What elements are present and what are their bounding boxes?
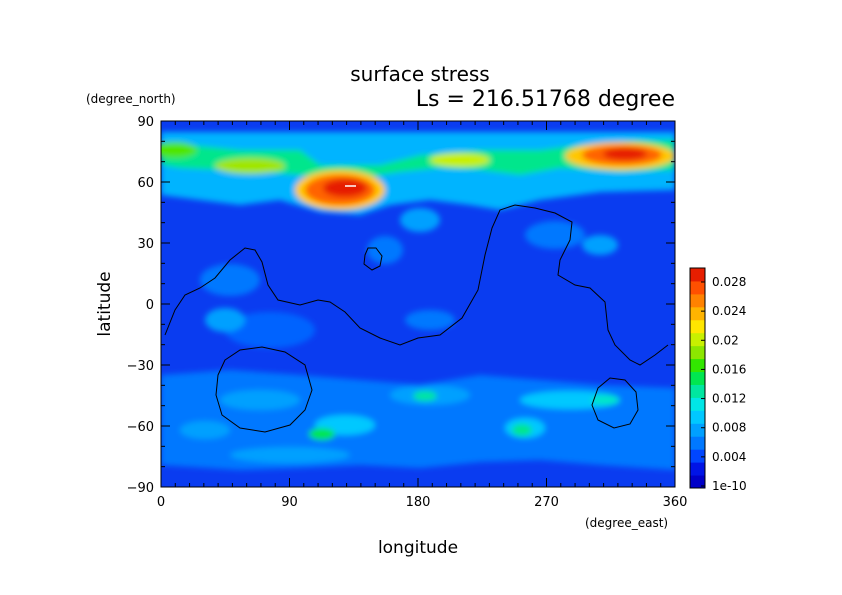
colorbar-label: 0.012 bbox=[712, 392, 746, 406]
colorbar-swatch bbox=[690, 449, 705, 463]
colorbar-swatch bbox=[690, 319, 705, 334]
colorbar-swatch bbox=[690, 268, 705, 282]
y-tick-label: 30 bbox=[137, 237, 154, 252]
colorbar-swatch bbox=[690, 293, 705, 308]
south-green-3 bbox=[413, 391, 437, 401]
colorbar: 0.028 0.024 0.02 0.016 0.012 0.008 0.004 1e-10 bbox=[689, 267, 747, 493]
contour-small-island bbox=[363, 247, 383, 271]
south-green-1 bbox=[309, 428, 335, 440]
patch-5 bbox=[525, 221, 585, 249]
colorbar-swatch bbox=[690, 462, 705, 476]
colorbar-label: 0.008 bbox=[712, 421, 746, 435]
x-tick-label: 90 bbox=[281, 495, 298, 510]
heatmap-field bbox=[161, 121, 675, 487]
contour-south-east-basin bbox=[591, 377, 639, 429]
y-tick-label: 0 bbox=[146, 298, 154, 313]
chart-title: surface stress bbox=[350, 62, 489, 86]
north-band-green bbox=[161, 140, 675, 178]
colorbar-swatch bbox=[690, 306, 705, 321]
colorbar-label: 1e-10 bbox=[712, 479, 747, 493]
patch-2 bbox=[225, 312, 315, 348]
y-tick-label: 90 bbox=[137, 115, 154, 130]
colorbar-swatch bbox=[690, 397, 705, 411]
patch-8 bbox=[405, 310, 455, 330]
y-tick-label: −60 bbox=[127, 420, 154, 435]
y-tick-label: −30 bbox=[127, 359, 154, 374]
x-axis: 0 90 180 270 360 bbox=[157, 121, 688, 510]
y-unit-label: (degree_north) bbox=[86, 92, 176, 106]
colorbar-label: 0.004 bbox=[712, 450, 746, 464]
patch-4 bbox=[400, 208, 440, 232]
colorbar-swatch bbox=[690, 358, 705, 373]
chart-subtitle: Ls = 216.51768 degree bbox=[416, 87, 675, 112]
x-unit-label: (degree_east) bbox=[585, 516, 668, 530]
colorbar-swatch bbox=[690, 280, 705, 295]
south-cyan-1 bbox=[220, 390, 300, 410]
colorbar-label: 0.028 bbox=[712, 275, 746, 289]
colorbar-swatch bbox=[690, 345, 705, 360]
colorbar-swatch bbox=[690, 475, 705, 489]
north-band-yellow-mid bbox=[430, 153, 490, 167]
patch-7 bbox=[205, 308, 245, 332]
colorbar-label: 0.016 bbox=[712, 362, 746, 376]
north-band-yellow-left bbox=[215, 158, 285, 174]
x-tick-label: 270 bbox=[534, 495, 559, 510]
patch-6 bbox=[582, 235, 618, 255]
contour-lines bbox=[164, 204, 669, 433]
contour-west-continent bbox=[164, 204, 669, 366]
colorbar-swatch bbox=[690, 410, 705, 424]
colorbar-swatch bbox=[690, 384, 705, 398]
colorbar-label: 0.024 bbox=[712, 304, 746, 318]
colorbar-label: 0.02 bbox=[712, 333, 739, 347]
x-tick-label: 180 bbox=[406, 495, 431, 510]
peak-75n-core bbox=[603, 148, 647, 160]
x-tick-label: 0 bbox=[157, 495, 165, 510]
y-tick-label: −90 bbox=[127, 481, 154, 496]
south-green-2 bbox=[512, 424, 532, 436]
colorbar-frame bbox=[689, 267, 706, 489]
contour-south-west-basin bbox=[215, 346, 313, 433]
patch-1 bbox=[200, 264, 260, 296]
colorbar-swatch bbox=[690, 371, 705, 385]
x-tick-label: 360 bbox=[663, 495, 688, 510]
colorbar-swatch bbox=[690, 423, 705, 437]
y-axis-title: latitude bbox=[95, 271, 115, 336]
x-axis-title: longitude bbox=[378, 538, 458, 558]
y-tick-label: 60 bbox=[137, 176, 154, 191]
patch-3 bbox=[367, 236, 403, 264]
y-axis: 90 60 30 0 −30 −60 −90 bbox=[127, 115, 675, 496]
peak-55n-core bbox=[323, 179, 367, 197]
colorbar-swatch bbox=[690, 332, 705, 347]
south-cyan-7 bbox=[230, 447, 350, 463]
south-cyan-5 bbox=[180, 421, 230, 439]
colorbar-swatch bbox=[690, 436, 705, 450]
polar-strip-left bbox=[161, 142, 197, 158]
south-green-4 bbox=[591, 395, 619, 405]
